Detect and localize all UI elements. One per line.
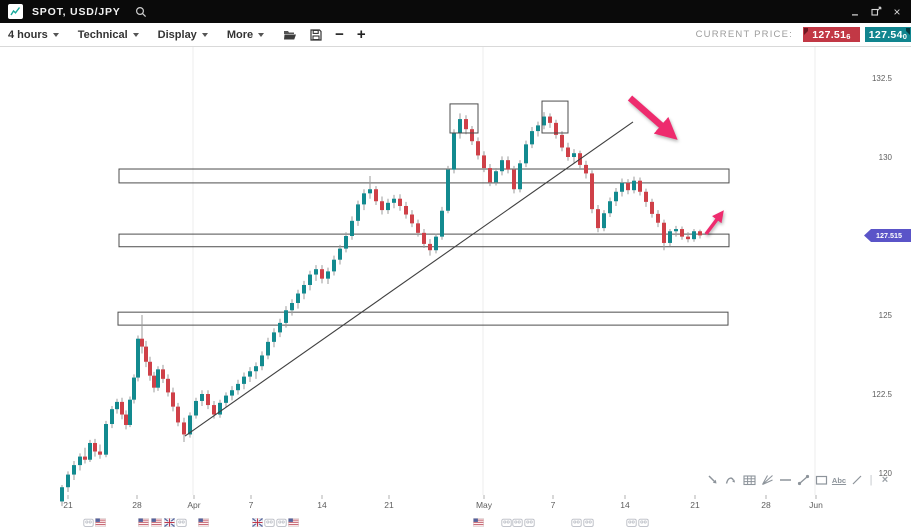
diagonal-line-tool-icon[interactable]	[850, 473, 864, 487]
bid-price: 127.51	[812, 28, 847, 41]
us-flag-icon[interactable]	[138, 514, 149, 530]
month-gridlines	[192, 47, 816, 495]
calendar-event-icon[interactable]	[501, 514, 512, 530]
title-bar: SPOT, USD/JPY – ×	[0, 0, 911, 23]
search-icon[interactable]	[135, 6, 147, 18]
calendar-event-icon[interactable]	[583, 514, 594, 530]
arrow-tool-icon[interactable]	[706, 473, 720, 487]
calendar-event-icon[interactable]	[276, 514, 287, 530]
ask-direction-icon	[906, 28, 910, 35]
zoom-out-button[interactable]: −	[335, 26, 344, 43]
us-flag-icon[interactable]	[288, 514, 299, 530]
timeframe-label: 4 hours	[8, 28, 48, 41]
save-icon	[310, 28, 322, 41]
svg-text:14: 14	[620, 500, 630, 510]
us-flag-icon[interactable]	[95, 514, 106, 530]
open-folder-button[interactable]	[283, 29, 297, 41]
bid-fraction: 6	[846, 31, 851, 41]
display-dropdown[interactable]: Display	[158, 29, 208, 41]
calendar-event-icon[interactable]	[176, 514, 187, 530]
calendar-event-icon[interactable]	[571, 514, 582, 530]
svg-text:120: 120	[879, 469, 893, 478]
chart-toolbar: 4 hours Technical Display More − + CURRE…	[0, 23, 911, 47]
uk-flag-icon[interactable]	[164, 514, 175, 530]
ask-price-badge[interactable]: 127.54 0	[865, 27, 911, 42]
chevron-down-icon	[258, 33, 265, 37]
calendar-event-icon[interactable]	[638, 514, 649, 530]
double-top-boxes[interactable]	[449, 100, 569, 134]
zoom-in-button[interactable]: +	[356, 26, 366, 43]
svg-text:21: 21	[63, 500, 73, 510]
candles-series	[60, 112, 702, 507]
svg-text:7: 7	[551, 500, 556, 510]
us-flag-icon[interactable]	[151, 514, 162, 530]
technical-dropdown[interactable]: Technical	[78, 29, 139, 41]
fan-lines-tool-icon[interactable]	[760, 473, 774, 487]
svg-text:May: May	[476, 500, 493, 510]
svg-text:Apr: Apr	[187, 500, 200, 510]
chevron-down-icon	[201, 33, 208, 37]
chevron-down-icon	[52, 33, 59, 37]
current-price-axis-badge: 127.515	[864, 229, 911, 243]
svg-text:21: 21	[384, 500, 394, 510]
annotation-arrows[interactable]	[627, 95, 724, 236]
window-controls: – ×	[849, 4, 903, 20]
chart-area: 132.5 130 125 122.5 120 21 28 Apr 7 14 21 May 7 14 21 2…	[0, 47, 911, 530]
close-button[interactable]: ×	[893, 4, 901, 19]
svg-text:21: 21	[690, 500, 700, 510]
open-folder-icon	[284, 30, 297, 39]
drawing-toolbar: Abc | ×	[706, 473, 892, 487]
restore-button[interactable]	[870, 6, 882, 18]
calendar-event-icon[interactable]	[626, 514, 637, 530]
us-flag-icon[interactable]	[198, 514, 209, 530]
calendar-event-icon[interactable]	[524, 514, 535, 530]
timeframe-dropdown[interactable]: 4 hours	[8, 29, 59, 41]
horizontal-line-tool-icon[interactable]	[778, 473, 792, 487]
ascending-trendline[interactable]	[184, 121, 634, 437]
uk-flag-icon[interactable]	[252, 514, 263, 530]
svg-text:28: 28	[132, 500, 142, 510]
ask-price: 127.54	[868, 28, 903, 41]
svg-text:7: 7	[249, 500, 254, 510]
calendar-event-icon[interactable]	[83, 514, 94, 530]
price-axis: 132.5 130 125 122.5 120	[872, 74, 893, 478]
toolbar-separator: |	[869, 474, 873, 486]
us-flag-icon[interactable]	[473, 514, 484, 530]
minimize-button[interactable]: –	[851, 6, 859, 21]
technical-label: Technical	[77, 28, 128, 41]
app-logo-icon	[8, 4, 23, 19]
trendline-tool-icon[interactable]	[796, 473, 810, 487]
ask-fraction: 0	[902, 31, 908, 41]
svg-text:132.5: 132.5	[872, 74, 893, 83]
more-label: More	[226, 28, 254, 41]
chevron-down-icon	[132, 33, 139, 37]
bid-price-badge[interactable]: 127.51 6	[803, 27, 860, 42]
svg-text:130: 130	[879, 153, 893, 162]
more-dropdown[interactable]: More	[226, 28, 265, 41]
save-button[interactable]	[310, 28, 322, 41]
current-price-block: CURRENT PRICE: 127.51 6 127.54 0	[696, 27, 911, 42]
date-axis: 21 28 Apr 7 14 21 May 7 14 21 28 Jun	[63, 495, 823, 510]
svg-text:125: 125	[879, 311, 893, 320]
curve-tool-icon[interactable]	[724, 473, 738, 487]
delete-tool-icon[interactable]: ×	[881, 474, 889, 486]
display-label: Display	[157, 28, 197, 41]
event-markers-row	[0, 514, 911, 527]
svg-text:127.515: 127.515	[876, 231, 902, 240]
grid-tool-icon[interactable]	[742, 473, 756, 487]
window-title: SPOT, USD/JPY	[32, 5, 121, 18]
svg-text:122.5: 122.5	[872, 390, 893, 399]
svg-text:Jun: Jun	[809, 500, 823, 510]
svg-text:14: 14	[317, 500, 327, 510]
text-tool-icon[interactable]: Abc	[831, 475, 847, 485]
current-price-label: CURRENT PRICE:	[695, 29, 793, 40]
bid-direction-icon	[804, 28, 808, 35]
calendar-event-icon[interactable]	[512, 514, 523, 530]
svg-text:28: 28	[761, 500, 771, 510]
rectangle-tool-icon[interactable]	[814, 473, 828, 487]
calendar-event-icon[interactable]	[264, 514, 275, 530]
